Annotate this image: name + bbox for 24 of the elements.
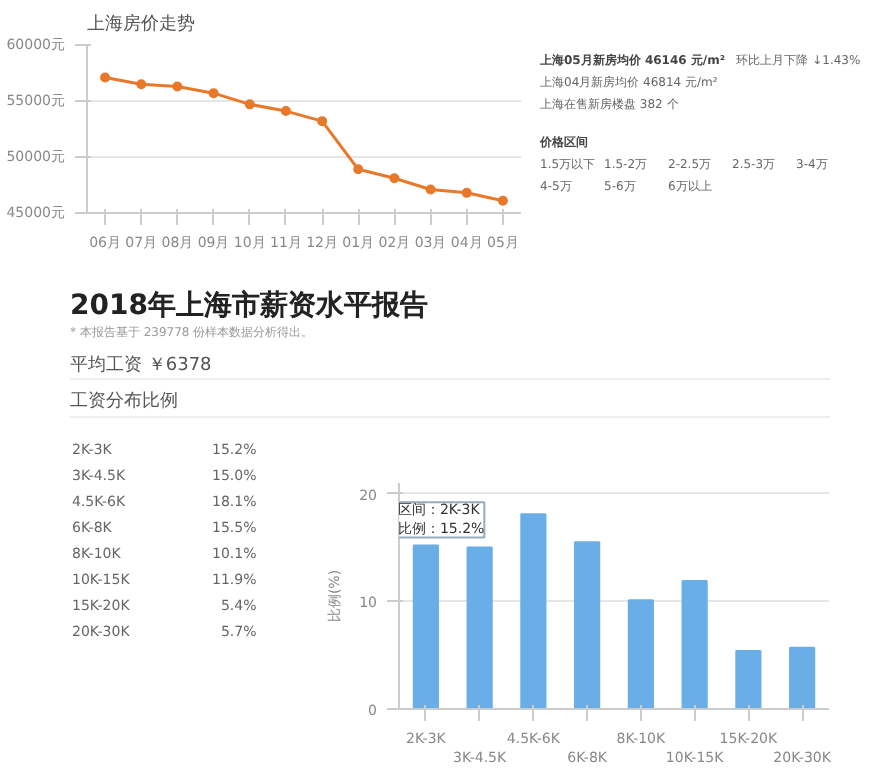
point bbox=[317, 116, 328, 127]
point bbox=[172, 81, 183, 92]
bar bbox=[520, 513, 547, 709]
point bbox=[497, 195, 508, 206]
text: 平均工资 ￥6378 bbox=[70, 353, 830, 381]
chart-title: 上海房价走势 bbox=[87, 13, 195, 35]
point bbox=[425, 184, 436, 195]
bar bbox=[574, 541, 601, 709]
point bbox=[244, 99, 255, 110]
point bbox=[100, 72, 111, 83]
point bbox=[389, 173, 400, 184]
bar bbox=[466, 546, 493, 709]
bar bbox=[412, 544, 439, 709]
text: 2018年上海市薪资水平报告 bbox=[70, 287, 430, 326]
point bbox=[280, 106, 291, 117]
bar bbox=[681, 579, 708, 709]
point bbox=[136, 79, 147, 90]
point bbox=[461, 187, 472, 198]
bar bbox=[627, 599, 654, 709]
point bbox=[353, 164, 364, 175]
bar bbox=[735, 649, 762, 709]
text: 工资分布比例 bbox=[70, 390, 830, 419]
bar bbox=[789, 646, 816, 709]
point bbox=[208, 88, 219, 99]
